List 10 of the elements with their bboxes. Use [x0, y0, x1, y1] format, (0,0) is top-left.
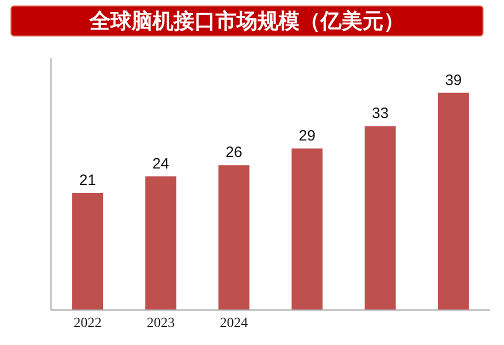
- x-tick-label: 2024: [220, 316, 248, 331]
- data-label: 39: [445, 72, 462, 89]
- data-label: 29: [298, 127, 316, 144]
- chart-title: 全球脑机接口市场规模（亿美元）: [88, 9, 404, 33]
- data-label: 21: [79, 172, 96, 190]
- data-label: 33: [372, 105, 389, 122]
- data-label: 26: [226, 144, 242, 162]
- x-tick-label: 2023: [146, 316, 175, 331]
- data-label: 24: [152, 155, 170, 172]
- x-tick-label: 2022: [74, 316, 102, 331]
